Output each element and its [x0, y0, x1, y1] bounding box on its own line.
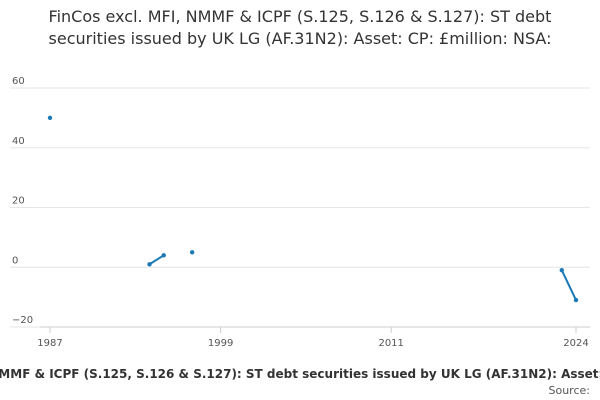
source-label: Source: — [549, 384, 591, 397]
data-point[interactable] — [147, 262, 152, 267]
series-line-segment — [560, 269, 577, 302]
y-tick-label: 60 — [12, 76, 25, 87]
series-line-segment — [148, 254, 165, 266]
data-point[interactable] — [161, 253, 166, 258]
x-tick-label: 2024 — [563, 338, 588, 349]
data-point[interactable] — [573, 297, 579, 303]
x-axis-ticks: 1987 1999 2011 2024 — [37, 327, 589, 349]
y-tick-label: 20 — [12, 196, 25, 207]
data-point[interactable] — [47, 115, 53, 121]
series-marks — [47, 115, 579, 303]
y-tick-label: 40 — [12, 136, 25, 147]
data-point[interactable] — [189, 250, 195, 255]
x-tick-label: 1987 — [37, 338, 62, 349]
grid-lines — [10, 87, 590, 328]
chart-title: FinCos excl. MFI, NMMF & ICPF (S.125, S.… — [48, 7, 552, 48]
y-tick-label: 0 — [12, 255, 18, 266]
x-tick-label: 1999 — [208, 338, 233, 349]
y-axis-ticks: 60 40 20 0 −20 — [12, 76, 33, 326]
x-tick-label: 2011 — [378, 338, 403, 349]
legend-entry: FinCos excl. MFI, NMMF & ICPF (S.125, S.… — [0, 367, 600, 381]
y-tick-label: −20 — [12, 315, 33, 326]
data-point[interactable] — [559, 268, 564, 273]
